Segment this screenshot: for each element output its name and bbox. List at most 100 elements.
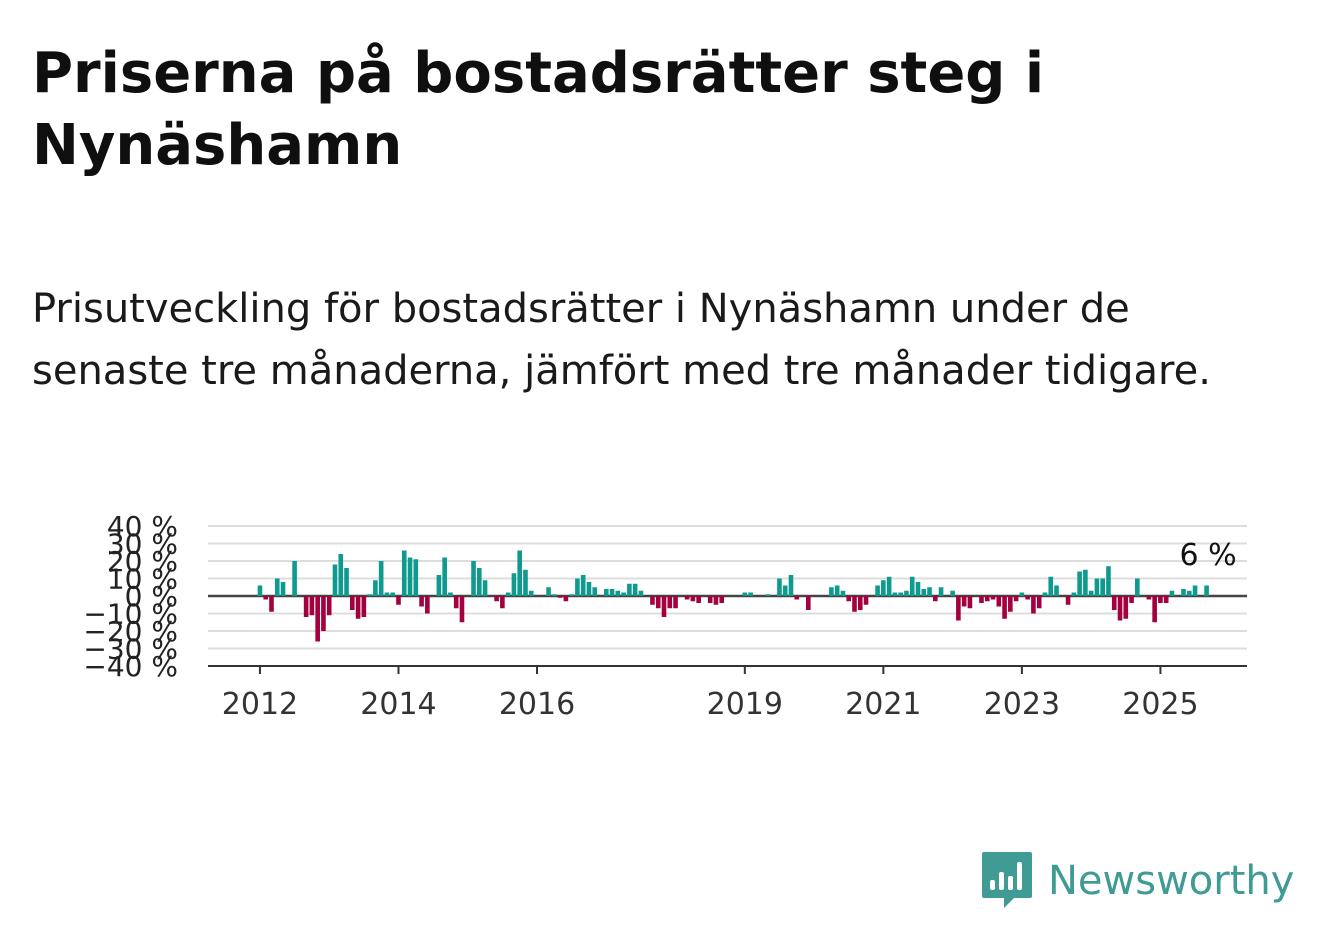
bar: [881, 580, 886, 596]
bar: [921, 589, 927, 596]
bar: [846, 596, 852, 602]
bar: [563, 596, 569, 602]
bar: [777, 578, 782, 596]
bar: [344, 568, 349, 596]
bar: [898, 592, 903, 596]
bar: [1088, 590, 1094, 596]
bar: [274, 578, 280, 596]
bar: [1192, 585, 1198, 596]
bar: [990, 596, 996, 600]
bar: [373, 580, 378, 596]
x-tick-label: 2016: [499, 687, 575, 722]
bar: [927, 587, 932, 596]
bar: [609, 589, 615, 596]
bar: [1071, 592, 1077, 596]
bar: [1181, 589, 1186, 596]
bar: [1025, 596, 1030, 600]
bar: [621, 592, 626, 596]
y-axis-ticks: 40 %30 %20 %10 %0 %−10 %−20 %−30 %−40 %: [83, 510, 178, 683]
bar: [1077, 571, 1082, 596]
bar: [967, 596, 973, 609]
bar: [1002, 596, 1007, 619]
bar: [517, 550, 523, 596]
chart-subtitle: Prisutveckling för bostadsrätter i Nynäs…: [32, 286, 1211, 394]
bar: [938, 587, 944, 596]
bar: [390, 592, 396, 596]
bar: [419, 596, 424, 607]
bar: [603, 589, 609, 596]
bar: [667, 596, 673, 609]
bar: [661, 596, 667, 617]
bar: [984, 596, 990, 602]
bar: [996, 596, 1002, 607]
bar: [355, 596, 361, 619]
bar: [1031, 596, 1036, 614]
bar: [956, 596, 961, 621]
bar: [684, 596, 690, 600]
bar: [321, 596, 326, 631]
bar: [875, 585, 880, 596]
bar: [494, 596, 499, 602]
bar: [401, 550, 407, 596]
y-tick-label: −40 %: [83, 650, 178, 683]
bar: [829, 587, 834, 596]
bar: [655, 596, 661, 609]
bar: [269, 596, 274, 612]
y-tick-label: −30 %: [83, 633, 178, 666]
bar: [788, 575, 794, 596]
bar-chart: 40 %30 %20 %10 %0 %−10 %−20 %−30 %−40 % …: [83, 510, 1247, 722]
bar: [615, 590, 621, 596]
bar: [1054, 585, 1059, 596]
chart-title: Priserna på bostadsrätter steg i Nynäsha…: [32, 41, 1045, 178]
bar: [1146, 596, 1152, 600]
bar: [690, 596, 696, 602]
bar: [580, 575, 586, 596]
bar: [453, 596, 459, 609]
bar: [557, 596, 563, 598]
bar: [1152, 596, 1157, 623]
bar: [396, 596, 401, 605]
bar: [782, 585, 788, 596]
y-tick-label: 20 %: [107, 545, 178, 578]
bar: [586, 582, 592, 596]
bar: [384, 592, 390, 596]
bar: [592, 587, 598, 596]
bar: [332, 564, 338, 596]
bar: [413, 559, 419, 596]
bar: [650, 596, 655, 605]
bar: [407, 557, 413, 596]
bar: [857, 596, 863, 610]
bar: [1204, 585, 1209, 596]
bar: [904, 590, 909, 596]
bar: [1019, 592, 1025, 596]
bar: [886, 576, 892, 596]
bar: [448, 592, 453, 596]
bar: [840, 590, 846, 596]
bar: [794, 596, 800, 600]
bar: [806, 596, 811, 610]
newsworthy-logo: Newsworthy: [980, 850, 1294, 912]
x-tick-label: 2025: [1122, 687, 1198, 722]
y-tick-label: −10 %: [83, 598, 178, 631]
bar: [696, 596, 701, 603]
bar: [765, 594, 771, 596]
bar: [326, 596, 332, 616]
bar: [482, 580, 488, 596]
bar: [742, 592, 748, 596]
bar: [627, 583, 632, 596]
bar: [1158, 596, 1163, 603]
bar: [471, 561, 476, 596]
bar: [511, 573, 517, 596]
y-tick-label: −20 %: [83, 615, 178, 648]
x-tick-label: 2021: [845, 687, 921, 722]
bar: [1083, 569, 1088, 596]
x-tick-label: 2023: [984, 687, 1060, 722]
bar: [552, 594, 557, 596]
x-tick-label: 2012: [222, 687, 298, 722]
bar: [500, 596, 505, 609]
bar: [1106, 566, 1111, 596]
x-tick-label: 2014: [360, 687, 436, 722]
bar: [909, 576, 915, 596]
bar: [459, 596, 465, 623]
bar: [505, 592, 511, 596]
